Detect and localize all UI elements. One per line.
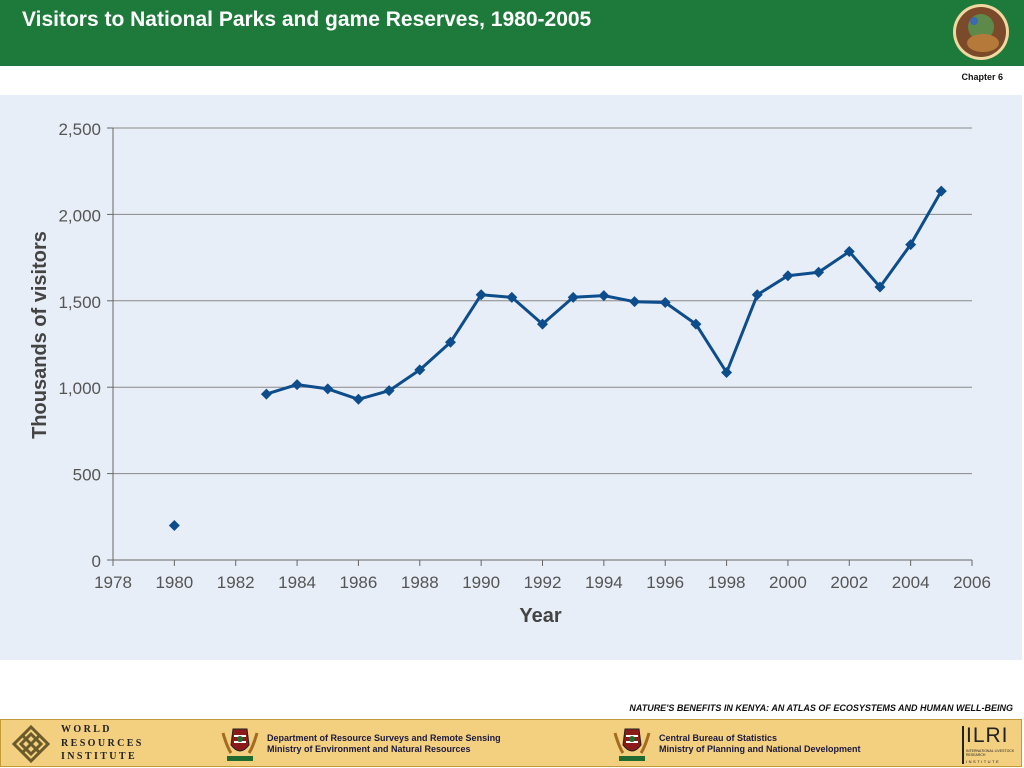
data-point	[598, 290, 610, 302]
data-point	[322, 383, 334, 395]
data-point	[444, 336, 456, 348]
series-visitors	[168, 185, 947, 531]
wri-line2: RESOURCES	[61, 737, 144, 749]
dept2-line2: Ministry of Planning and National Develo…	[659, 744, 861, 754]
x-tick-label: 1978	[94, 573, 132, 592]
y-tick-label: 1,000	[58, 379, 101, 398]
data-point	[537, 318, 548, 330]
data-point	[475, 289, 487, 301]
wri-line1: WORLD	[61, 724, 112, 735]
data-point	[629, 296, 641, 308]
data-point	[291, 379, 303, 391]
header-bar: Visitors to National Parks and game Rese…	[0, 0, 1024, 66]
x-tick-label: 1990	[462, 573, 500, 592]
x-tick-label: 1994	[585, 573, 623, 592]
data-point	[813, 266, 825, 278]
x-tick-label: 1986	[340, 573, 378, 592]
axes	[107, 127, 973, 566]
data-point	[506, 291, 518, 303]
x-tick-label: 1992	[524, 573, 562, 592]
x-tick-label: 2006	[953, 573, 991, 592]
x-tick-label: 2002	[830, 573, 868, 592]
x-tick-label: 1996	[646, 573, 684, 592]
grid-lines	[113, 127, 972, 475]
dept1-line1: Department of Resource Surveys and Remot…	[267, 733, 501, 743]
x-tick-label: 1982	[217, 573, 255, 592]
dept1-line2: Ministry of Environment and Natural Reso…	[267, 744, 471, 754]
data-point	[383, 385, 395, 397]
data-point	[567, 291, 579, 303]
wri-line3: INSTITUTE	[61, 751, 138, 762]
ilri-logo: ILRI INTERNATIONAL LIVESTOCK RESEARCH IN…	[956, 722, 1018, 766]
tick-labels: 0 500 1,000 1,500 2,000 2,500 1978 1980 1982 1984…	[58, 120, 990, 592]
x-tick-label: 1988	[401, 573, 439, 592]
kenya-coat-of-arms-icon	[613, 728, 651, 761]
data-point	[352, 393, 364, 405]
dept-resource-surveys: Department of Resource Surveys and Remot…	[267, 733, 501, 755]
chapter-logo-badge-icon	[953, 4, 1009, 60]
footer-bar: WORLD RESOURCES INSTITUTE Department of …	[0, 719, 1022, 767]
y-tick-label: 2,000	[58, 206, 101, 225]
data-point	[782, 270, 794, 282]
ilri-bar	[962, 726, 964, 764]
data-point	[690, 318, 702, 330]
chart-panel	[0, 95, 1022, 660]
x-tick-label: 1980	[155, 573, 193, 592]
x-tick-label: 2000	[769, 573, 807, 592]
y-tick-label: 500	[73, 466, 101, 485]
slide-title: Visitors to National Parks and game Rese…	[22, 8, 592, 31]
y-axis-label: Thousands of visitors	[29, 231, 51, 439]
wri-wordmark: WORLD RESOURCES INSTITUTE	[61, 723, 144, 764]
ilri-subtitle: INTERNATIONAL LIVESTOCK RESEARCH	[966, 749, 1015, 757]
y-tick-label: 1,500	[58, 293, 101, 312]
line-chart: 0 500 1,000 1,500 2,000 2,500 1978 1980 1982 1984…	[29, 120, 991, 627]
dept2-line1: Central Bureau of Statistics	[659, 733, 778, 743]
kenya-coat-of-arms-icon	[221, 728, 259, 761]
data-point	[260, 388, 272, 400]
data-point	[874, 281, 886, 293]
data-point	[659, 297, 671, 309]
dept-central-bureau: Central Bureau of Statistics Ministry of…	[659, 733, 861, 755]
data-point	[935, 185, 947, 197]
x-tick-label: 2004	[892, 573, 930, 592]
data-point	[751, 289, 763, 301]
data-point	[414, 364, 426, 376]
wri-knot-icon	[11, 724, 51, 764]
data-point	[721, 367, 733, 379]
x-axis-label: Year	[519, 605, 561, 627]
data-point	[843, 246, 855, 258]
y-tick-label: 2,500	[58, 120, 101, 139]
data-point	[905, 239, 917, 251]
y-tick-label: 0	[92, 552, 101, 571]
chapter-label: Chapter 6	[961, 72, 1003, 82]
atlas-title: NATURE'S BENEFITS IN KENYA: AN ATLAS OF …	[629, 703, 1013, 713]
ilri-institute: INSTITUTE	[966, 759, 1001, 764]
data-point	[168, 519, 180, 531]
x-tick-label: 1984	[278, 573, 316, 592]
x-tick-label: 1998	[708, 573, 746, 592]
ilri-name: ILRI	[966, 724, 1009, 747]
